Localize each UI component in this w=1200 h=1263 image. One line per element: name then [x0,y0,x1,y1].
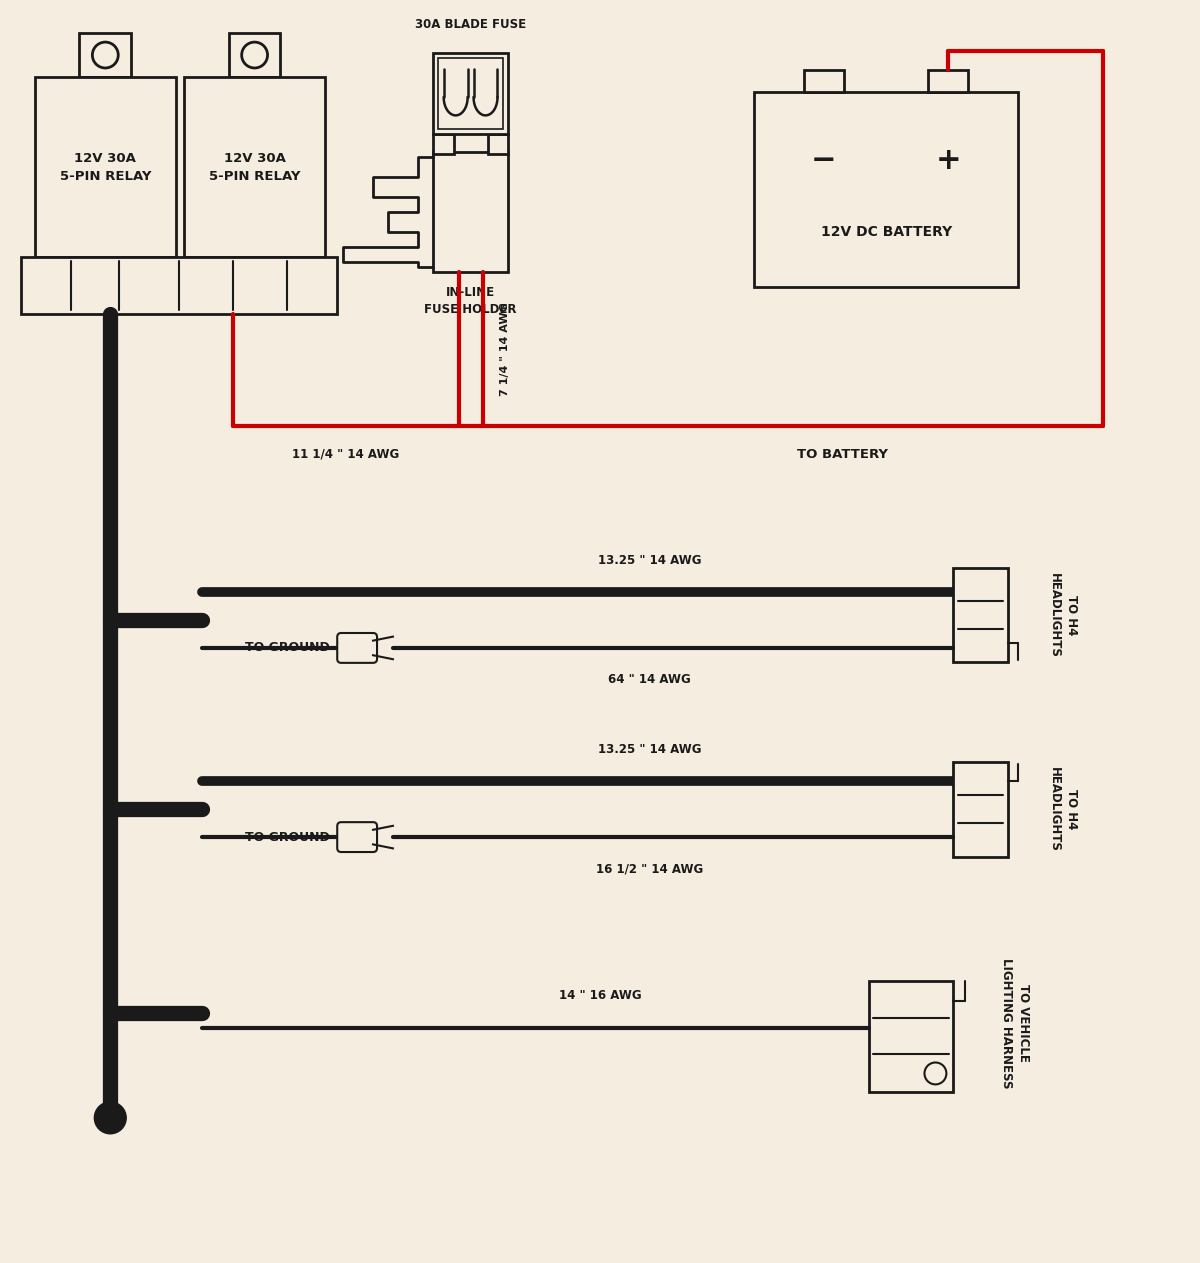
FancyBboxPatch shape [337,822,377,853]
Text: 13.25 " 14 AWG: 13.25 " 14 AWG [598,553,702,567]
Text: 12V 30A
5-PIN RELAY: 12V 30A 5-PIN RELAY [209,152,300,183]
Bar [79,33,131,77]
Bar [804,71,844,92]
Text: 14 " 16 AWG: 14 " 16 AWG [559,989,641,1002]
Text: 11 1/4 " 14 AWG: 11 1/4 " 14 AWG [292,448,400,461]
Text: −: − [811,145,836,174]
Text: 16 1/2 " 14 AWG: 16 1/2 " 14 AWG [596,863,703,875]
Bar [433,53,509,134]
Bar [869,981,953,1092]
FancyBboxPatch shape [337,633,377,663]
Text: 12V DC BATTERY: 12V DC BATTERY [821,225,952,239]
Text: 7 1/4 " 14 AWG: 7 1/4 " 14 AWG [500,302,510,395]
Bar [20,256,337,314]
Text: 30A BLADE FUSE: 30A BLADE FUSE [415,18,526,30]
Text: TO VEHICLE
LIGHTING HARNESS: TO VEHICLE LIGHTING HARNESS [1000,959,1030,1089]
Bar [184,77,325,256]
Bar [487,134,509,154]
Text: TO GROUND: TO GROUND [245,642,329,654]
Circle shape [92,42,119,68]
Text: TO H4
HEADLIGHTS: TO H4 HEADLIGHTS [1048,767,1078,851]
Text: 13.25 " 14 AWG: 13.25 " 14 AWG [598,743,702,757]
Bar [953,568,1008,662]
Text: TO GROUND: TO GROUND [245,831,329,844]
Circle shape [924,1062,947,1085]
Text: 12V 30A
5-PIN RELAY: 12V 30A 5-PIN RELAY [60,152,151,183]
Text: +: + [936,145,961,174]
Circle shape [241,42,268,68]
Bar [929,71,968,92]
Circle shape [95,1101,126,1134]
Bar [433,134,454,154]
Text: TO BATTERY: TO BATTERY [797,448,888,461]
Bar [229,33,281,77]
Bar [433,152,509,272]
Text: 64 " 14 AWG: 64 " 14 AWG [608,673,691,686]
Bar [35,77,176,256]
Text: IN-LINE
FUSE HOLDER: IN-LINE FUSE HOLDER [425,287,517,317]
Bar [438,58,504,129]
Bar [953,762,1008,856]
Bar [755,92,1018,287]
Text: TO H4
HEADLIGHTS: TO H4 HEADLIGHTS [1048,572,1078,658]
